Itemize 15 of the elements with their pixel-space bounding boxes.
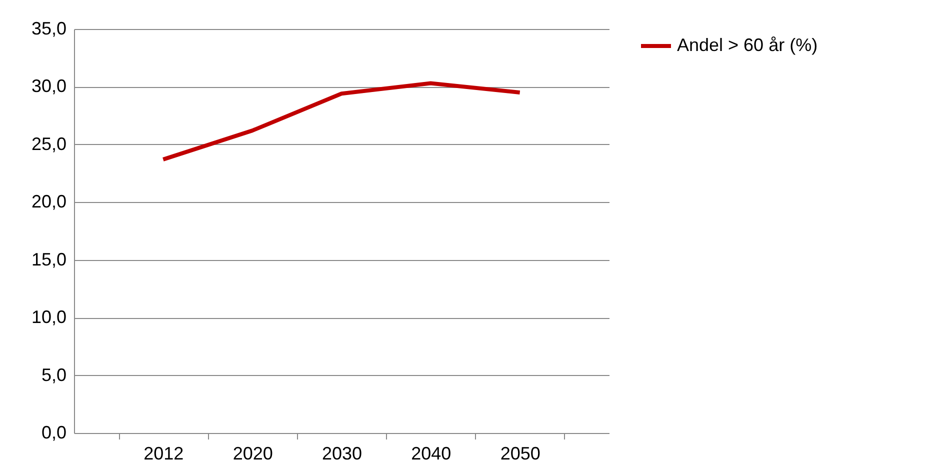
y-tick-label: 15,0 xyxy=(31,249,66,270)
y-tick-label: 20,0 xyxy=(31,192,66,212)
y-tick-label: 25,0 xyxy=(31,134,66,154)
x-tick-label: 2020 xyxy=(232,444,273,464)
x-tick-label: 2012 xyxy=(144,444,184,464)
line-series xyxy=(161,81,522,162)
y-tick-label: 0,0 xyxy=(41,422,66,442)
legend-label: Andel > 60 år (%) xyxy=(677,35,818,55)
x-tick-label: 2030 xyxy=(322,444,362,464)
y-tick-label: 30,0 xyxy=(31,76,66,96)
y-tick-label: 35,0 xyxy=(31,18,66,38)
x-tick-label: 2050 xyxy=(500,444,540,464)
x-tick-label: 2040 xyxy=(411,444,452,464)
y-tick-label: 5,0 xyxy=(41,364,66,385)
y-tick-label: 10,0 xyxy=(31,307,66,328)
